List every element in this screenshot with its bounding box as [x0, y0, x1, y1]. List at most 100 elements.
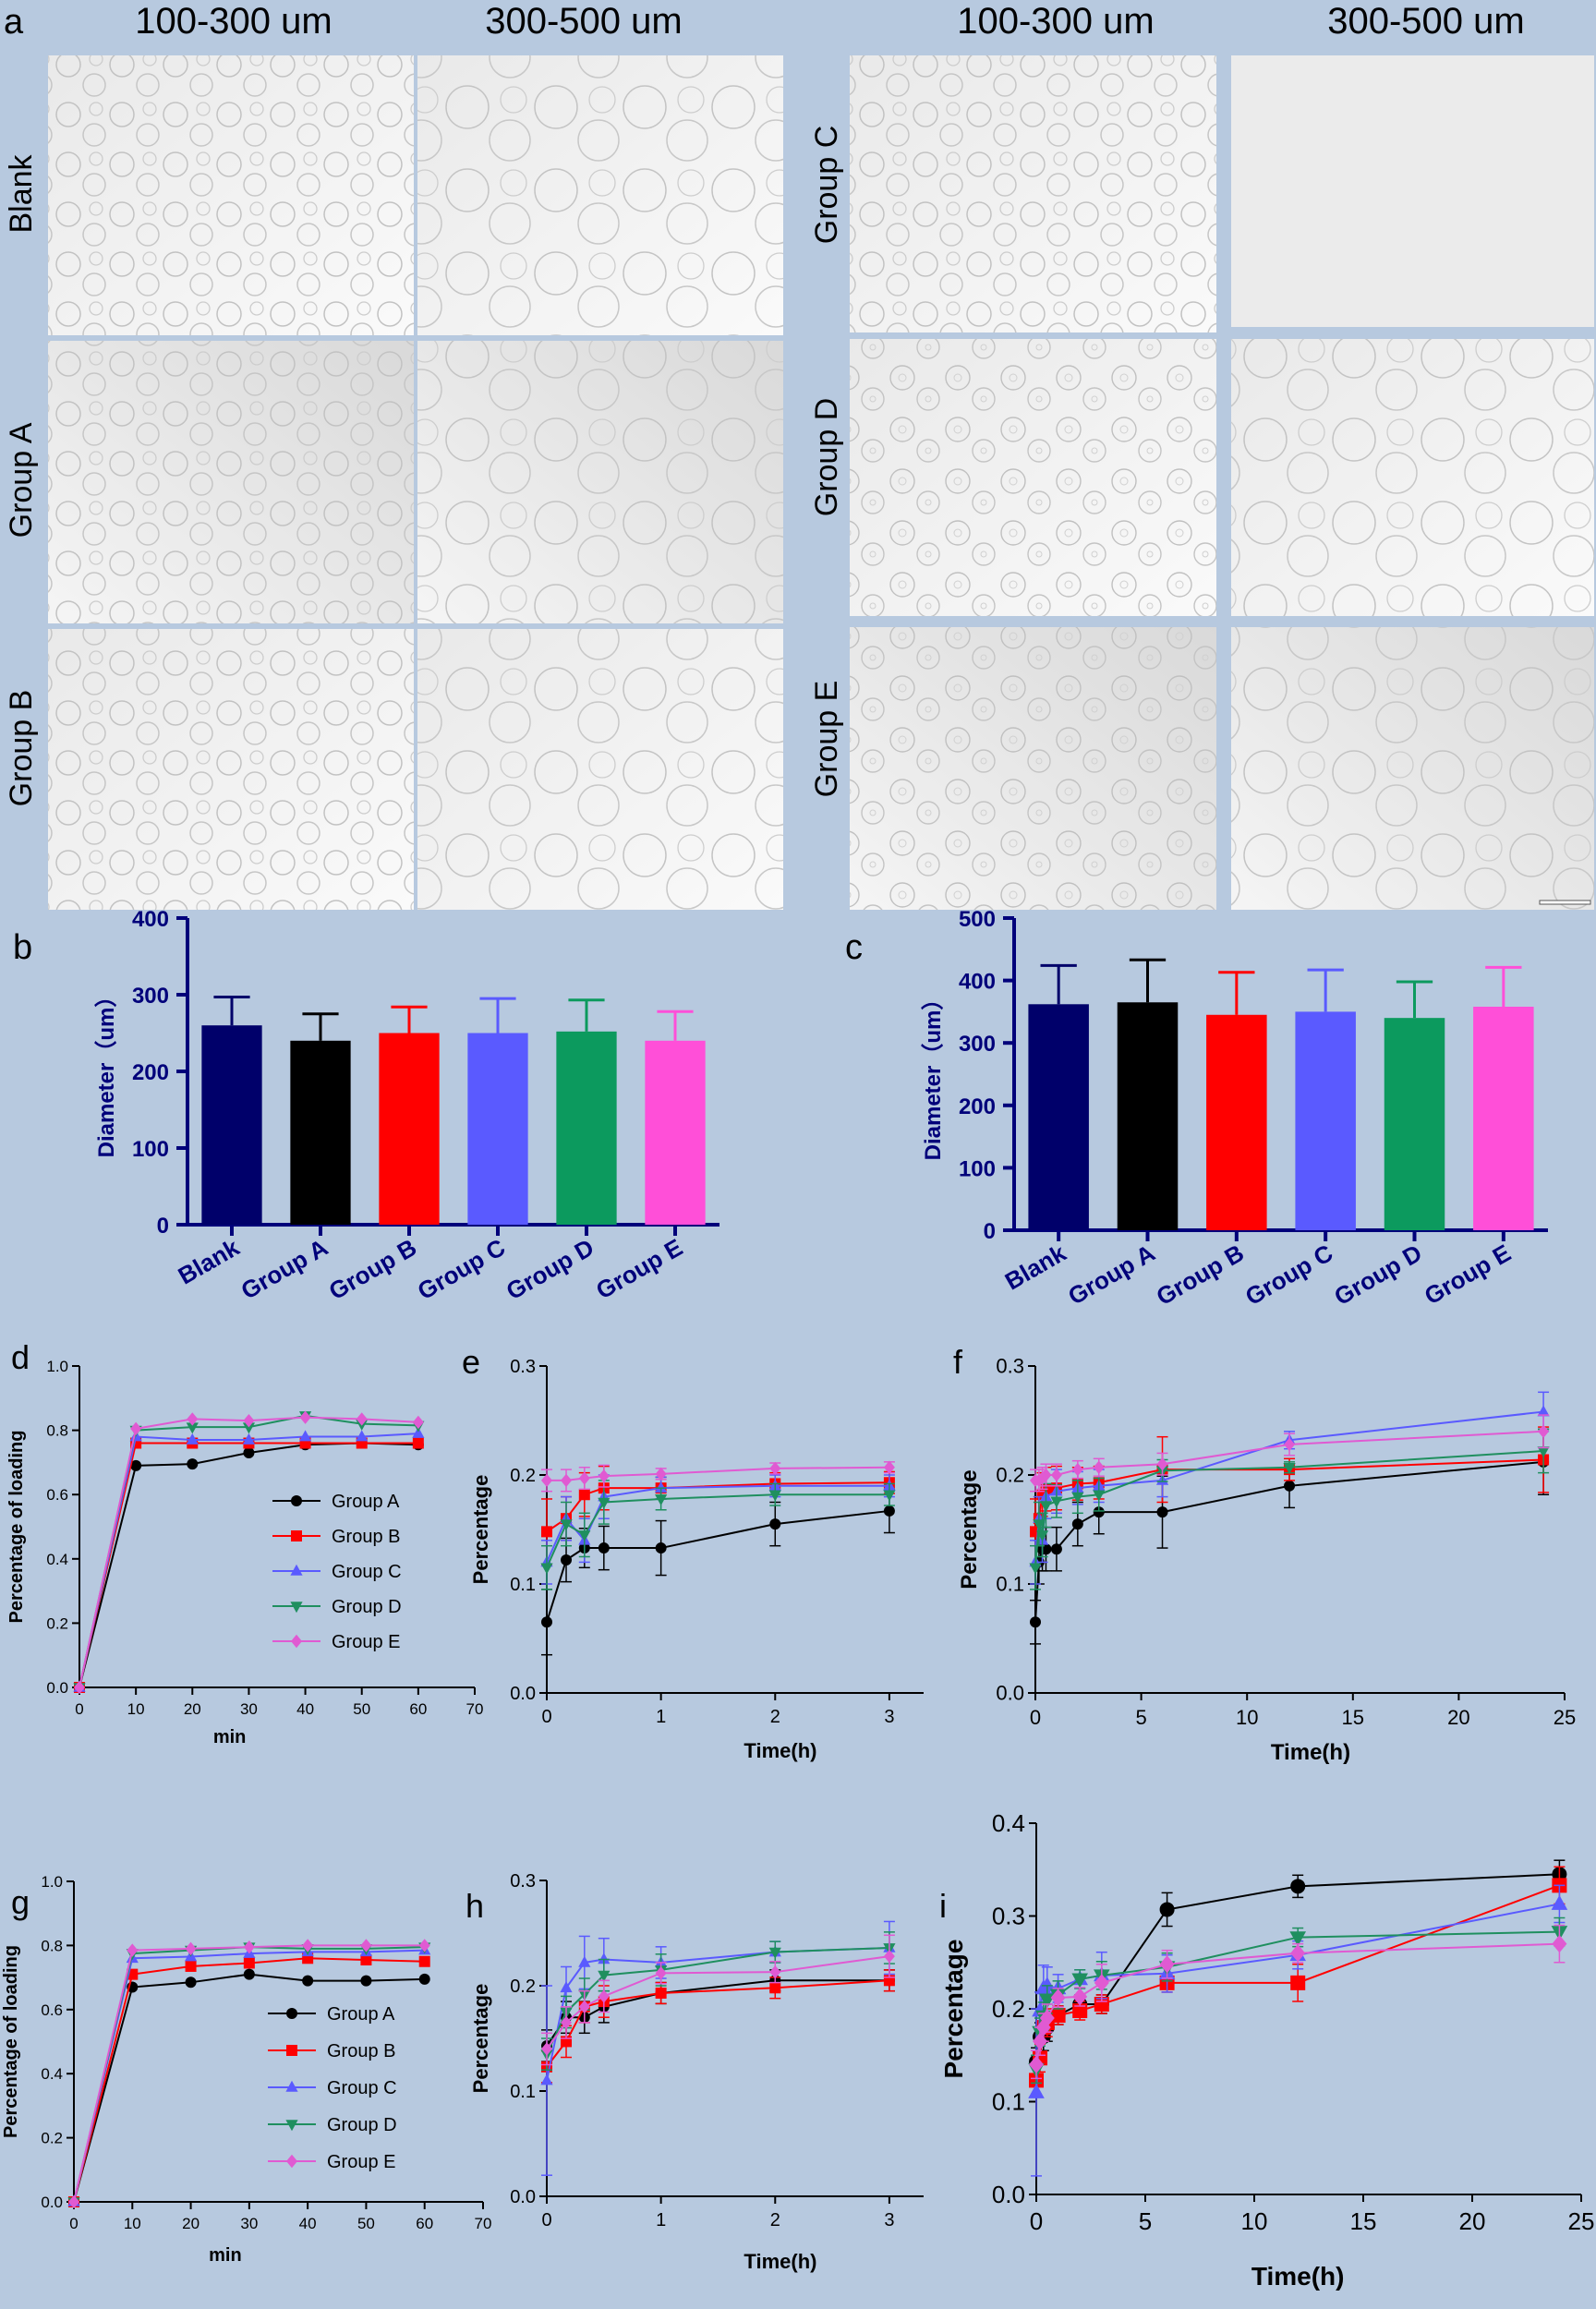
- y-tick-label: 300: [132, 984, 169, 1009]
- panel-e-letter: e: [462, 1343, 480, 1381]
- panel-f-line-chart: f 0.0 0.1 0.2 0.3 0 5 10 15 20 25 Time(h) Percentage: [953, 1343, 1576, 1765]
- bar: [1295, 1011, 1356, 1230]
- legend-label: Group B: [327, 2041, 395, 2061]
- y-tick-label: 100: [132, 1137, 169, 1162]
- data-point: [1284, 1480, 1296, 1492]
- y-tick-label: 0.1: [510, 2082, 536, 2102]
- data-point: [1029, 2055, 1044, 2073]
- series-line: [547, 1466, 889, 1481]
- legend-label: Group E: [327, 2152, 395, 2172]
- data-point: [1039, 2009, 1055, 2027]
- data-point: [598, 1989, 610, 2003]
- data-point: [1156, 1506, 1168, 1518]
- series-group-d: [540, 1480, 896, 1590]
- y-tick-label: 0.4: [46, 1551, 68, 1568]
- series-group-e: [541, 1934, 895, 2066]
- x-tick-label: 0: [75, 1700, 83, 1718]
- data-point: [1538, 1424, 1550, 1438]
- y-tick-label: 0.3: [992, 1903, 1025, 1930]
- data-point: [243, 1413, 255, 1428]
- data-point: [598, 1542, 610, 1554]
- panel-g-line-chart: g 0.0 0.2 0.4 0.6 0.8 1.0 0 10 20 30 40 50 60 70 min Per…: [1, 1873, 491, 2266]
- x-tick-label: 2: [770, 1707, 780, 1727]
- bar: [1117, 1002, 1179, 1230]
- x-tick-label: 5: [1135, 1706, 1146, 1729]
- y-tick-label: 0.2: [510, 1977, 536, 1997]
- y-tick-label: 0.8: [46, 1422, 68, 1440]
- data-point: [1028, 2083, 1045, 2098]
- bar: [645, 1040, 706, 1225]
- x-tick-label: 0: [541, 1707, 551, 1727]
- data-point: [185, 1960, 197, 1972]
- series-line: [1034, 1450, 1544, 1568]
- x-tick-label: Group B: [1152, 1239, 1249, 1311]
- data-point: [541, 2042, 552, 2056]
- series-line: [546, 1481, 889, 1533]
- y-tick-label: 0.3: [996, 1355, 1024, 1378]
- y-tick-label: 0: [984, 1219, 996, 1244]
- data-point: [360, 1975, 372, 1987]
- data-point: [768, 1490, 781, 1502]
- panel-h-line-chart: h 0.0 0.1 0.2 0.3 0 1 2 3 Time(h) Percentage: [466, 1871, 924, 2273]
- y-tick-label: 0.0: [46, 1679, 68, 1697]
- series-group-e: [1030, 1414, 1550, 1493]
- y-axis-label: Percentage of loading: [1, 1945, 21, 2138]
- data-point: [1071, 1462, 1083, 1477]
- legend-marker: [285, 2080, 298, 2092]
- col-header-right-2: 300-500 um: [1327, 1, 1524, 42]
- micrograph-grid-left: [48, 55, 783, 910]
- micrograph-group-d-large: [1231, 339, 1594, 616]
- data-point: [1036, 1471, 1048, 1485]
- row-label-group-c: Group C: [809, 126, 844, 245]
- x-tick-label: 20: [1459, 2207, 1486, 2235]
- bar: [1206, 1014, 1267, 1230]
- data-point: [598, 1970, 611, 1982]
- x-axis-label: Time(h): [744, 2250, 816, 2273]
- x-tick-label: 30: [240, 1700, 258, 1718]
- x-tick-label: 0: [1030, 2207, 1043, 2235]
- data-point: [356, 1412, 368, 1426]
- x-tick-label: 50: [353, 1700, 370, 1718]
- y-tick-label: 0.0: [41, 2194, 63, 2211]
- bar: [379, 1033, 440, 1225]
- data-point: [302, 1939, 314, 1952]
- data-point: [655, 1966, 667, 1980]
- series-line: [546, 1946, 889, 2081]
- micrograph-group-c-large: [1231, 55, 1594, 327]
- data-point: [560, 1519, 573, 1531]
- data-point: [130, 1459, 142, 1471]
- legend-marker: [285, 2120, 298, 2132]
- data-point: [1537, 1405, 1550, 1417]
- x-tick-label: Group B: [324, 1233, 421, 1305]
- x-tick-label: 10: [124, 2215, 141, 2232]
- series-group-e: [541, 1460, 895, 1493]
- data-point: [360, 1954, 372, 1966]
- data-point: [1050, 1543, 1062, 1555]
- x-tick-label: Group A: [236, 1233, 332, 1305]
- data-point: [243, 1940, 255, 1954]
- x-tick-label: 2: [770, 2210, 780, 2230]
- data-point: [1030, 1616, 1041, 1628]
- y-tick-label: 0.2: [996, 1464, 1024, 1487]
- x-tick-label: 3: [884, 1707, 894, 1727]
- bar: [467, 1033, 528, 1225]
- row-label-group-d: Group D: [809, 398, 844, 517]
- data-point: [243, 1957, 255, 1969]
- data-point: [883, 1490, 896, 1502]
- data-point: [598, 1469, 610, 1483]
- y-tick-label: 0.3: [510, 1871, 536, 1892]
- x-tick-label: Blank: [1000, 1239, 1071, 1296]
- data-point: [1029, 1563, 1042, 1575]
- data-point: [1159, 1902, 1175, 1917]
- data-point: [1050, 1468, 1062, 1482]
- data-point: [1071, 1973, 1088, 1989]
- bar: [1473, 1006, 1534, 1230]
- bar: [556, 1031, 617, 1225]
- x-tick-label: Group C: [413, 1233, 510, 1305]
- x-tick-label: Group E: [1420, 1239, 1516, 1310]
- y-tick-label: 200: [132, 1060, 169, 1085]
- data-point: [1551, 1894, 1568, 1910]
- legend-label: Group C: [332, 1562, 402, 1582]
